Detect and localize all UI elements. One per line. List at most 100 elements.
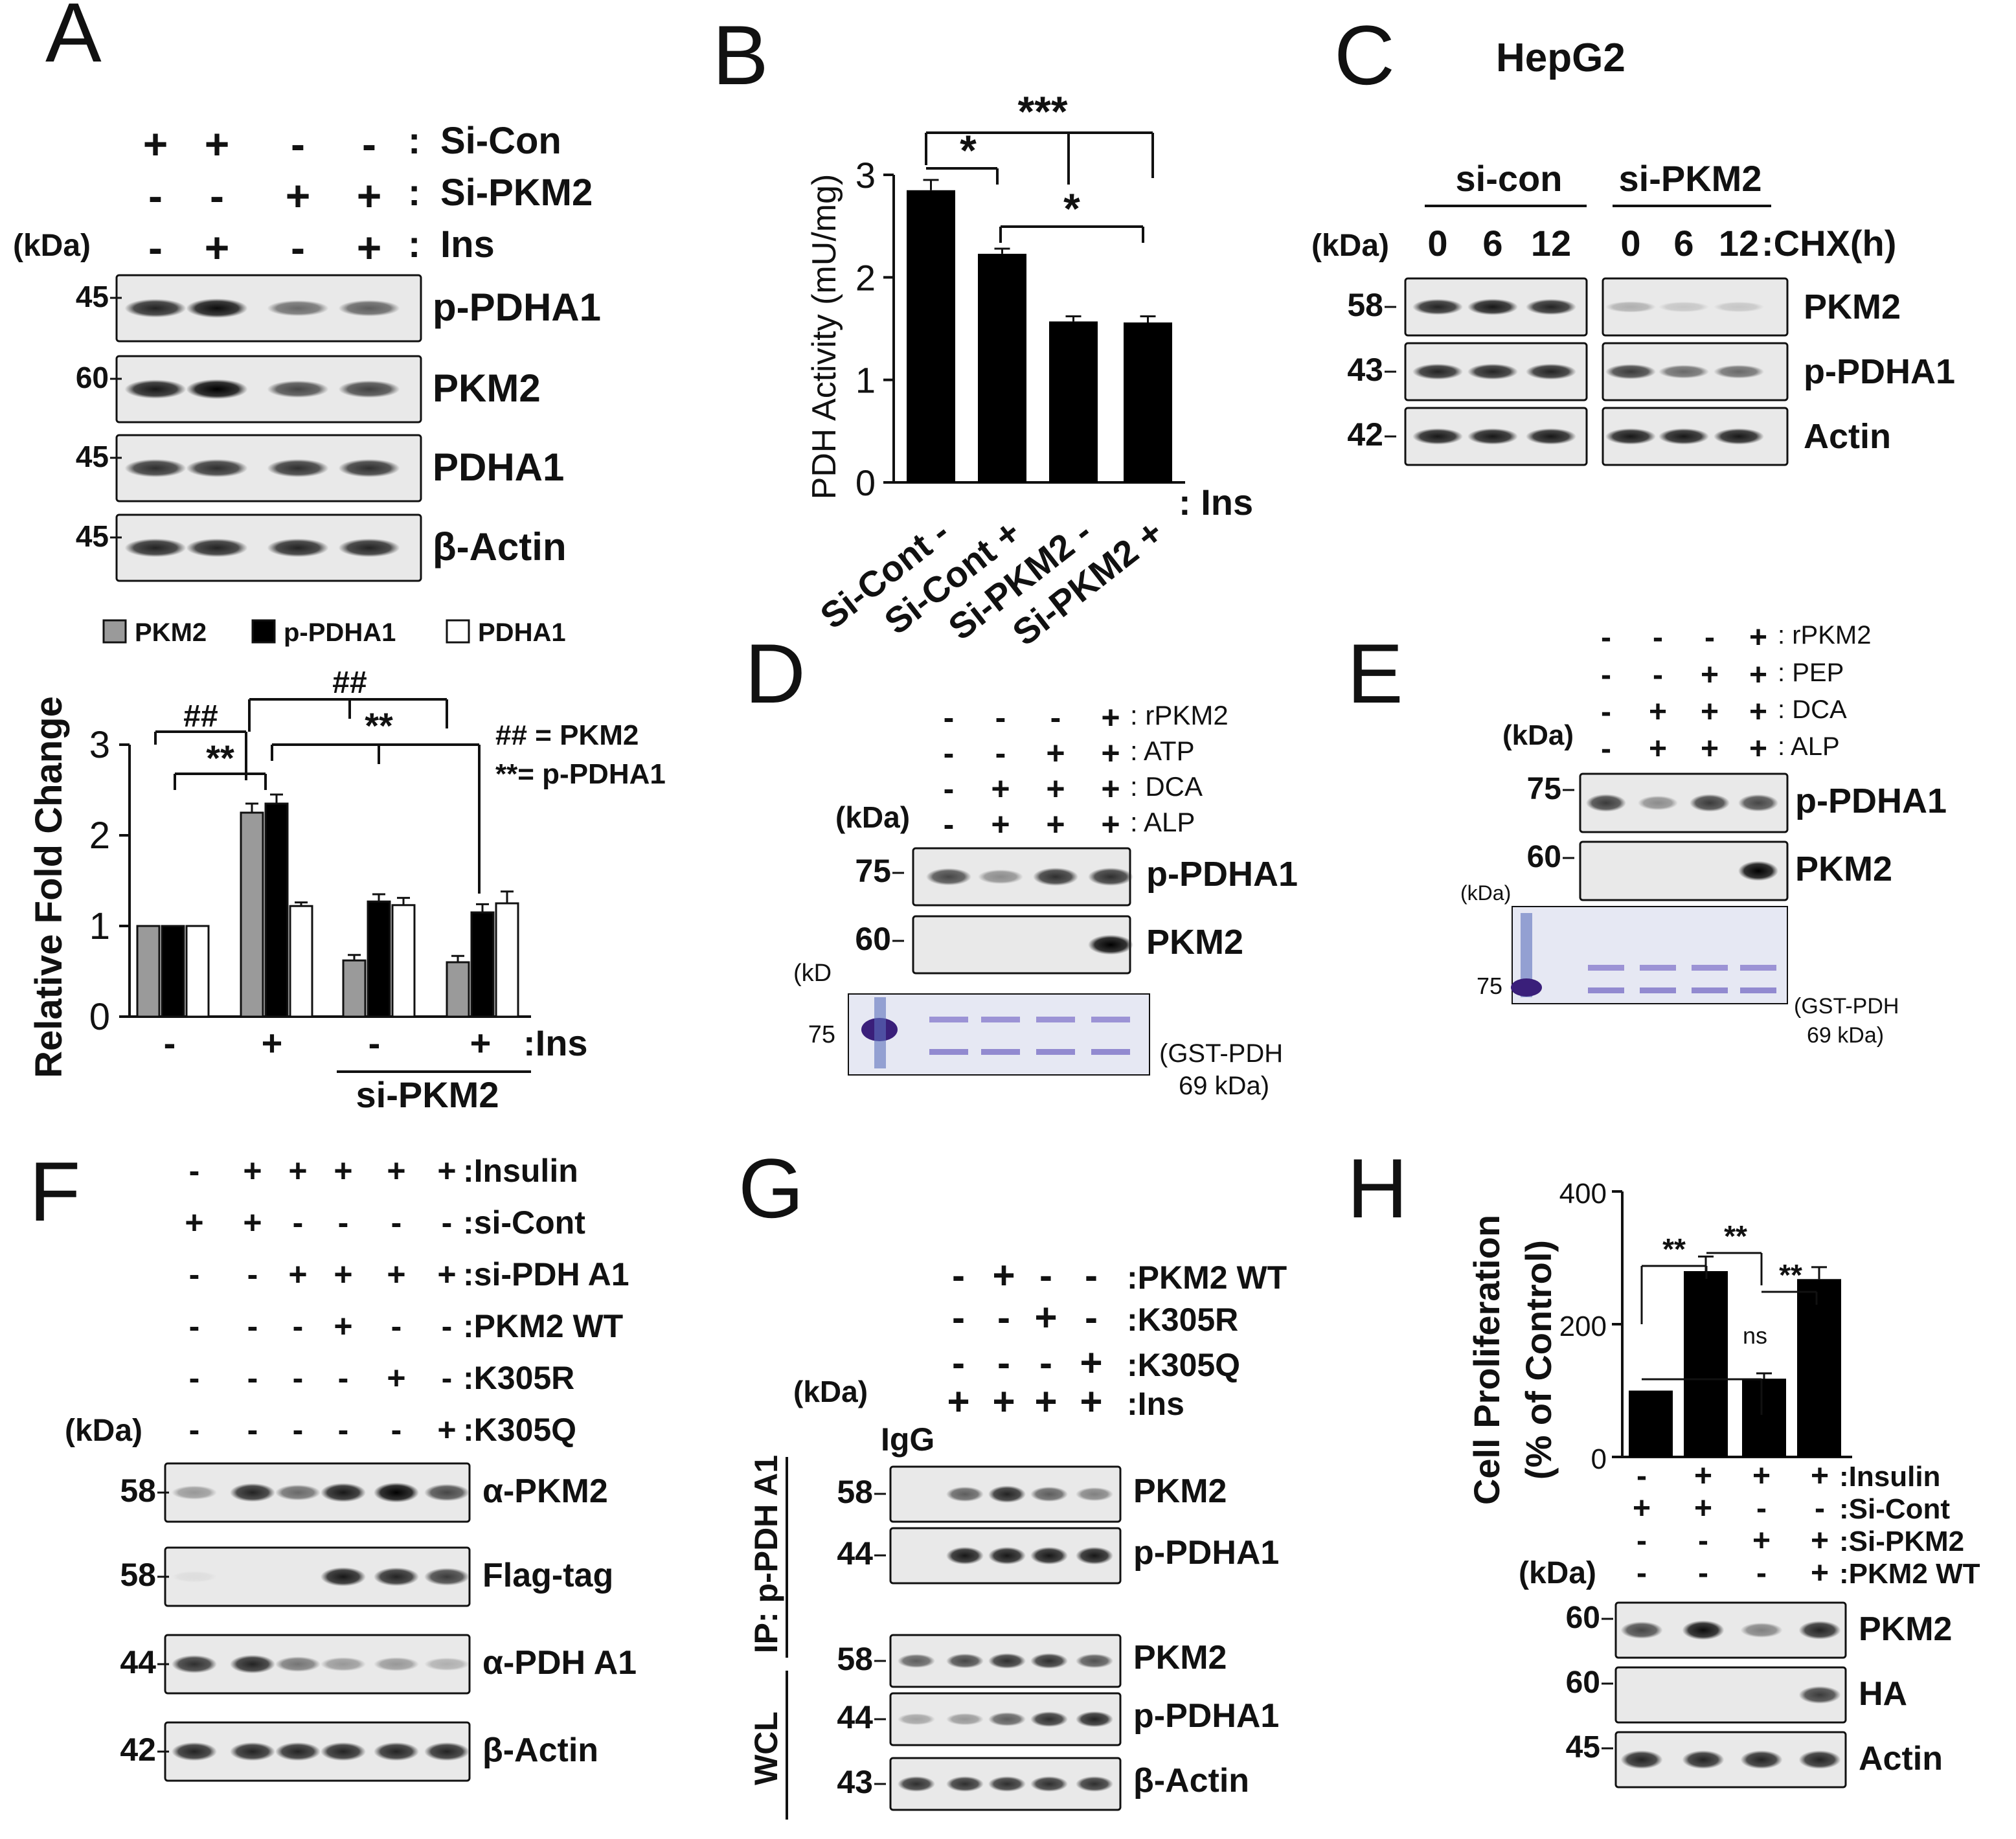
gel-band <box>981 1049 1020 1055</box>
row-colon: : <box>408 223 420 265</box>
condition-sign: - <box>944 806 955 842</box>
row-label: :Insulin <box>463 1153 578 1189</box>
blot-label: p-PDHA1 <box>1795 782 1947 820</box>
panel-label-F: F <box>29 1144 80 1239</box>
condition-sign: - <box>1705 620 1715 655</box>
condition-sign: + <box>243 1204 262 1241</box>
blot-F-2-band <box>230 1654 275 1674</box>
condition-sign: - <box>995 735 1006 771</box>
blot-F-3-band <box>374 1742 419 1761</box>
row-label: : rPKM2 <box>1778 621 1871 649</box>
kda-label: (kDa) <box>835 800 910 834</box>
blot-G-ip-1-band <box>1030 1546 1068 1565</box>
blot-C-right-2-band <box>1714 428 1764 445</box>
condition-sign: - <box>1039 1341 1052 1384</box>
condition-sign: + <box>1649 732 1667 766</box>
condition-sign: - <box>293 1412 304 1448</box>
group-label: si-con <box>1456 158 1563 199</box>
condition-sign: - <box>293 1360 304 1396</box>
condition-sign: - <box>362 120 376 168</box>
time-point: 6 <box>1673 223 1693 264</box>
blot-E-0 <box>1579 773 1789 833</box>
condition-sign: + <box>1694 1491 1712 1526</box>
condition-sign: + <box>1633 1491 1651 1526</box>
condition-sign: - <box>189 1256 200 1292</box>
blot-C-right-0-band <box>1605 301 1656 313</box>
blot-A-1-band <box>338 380 400 398</box>
gel-band <box>929 1049 968 1055</box>
panel-label-G: G <box>738 1141 804 1235</box>
time-point: 0 <box>1427 223 1447 264</box>
molecular-weight-marker: 58 <box>837 1474 873 1510</box>
bar-H <box>1797 1279 1841 1457</box>
gel-mw-marker: 75 <box>808 1021 835 1048</box>
blot-label: PKM2 <box>433 367 541 410</box>
blot-label: PKM2 <box>1795 850 1892 888</box>
condition-sign: - <box>148 172 163 220</box>
condition-sign: - <box>1756 1556 1767 1590</box>
sig-mark: ## <box>183 699 218 734</box>
sig-mark: ns <box>1743 1322 1767 1349</box>
bar-H <box>1684 1271 1728 1457</box>
y-tick-label-A: 1 <box>89 905 110 947</box>
condition-sign: + <box>286 172 311 220</box>
legend-label: PKM2 <box>135 618 207 647</box>
y-tick-label-B: 2 <box>855 257 876 298</box>
blot-A-2-band <box>186 459 248 477</box>
condition-sign: - <box>247 1256 258 1292</box>
condition-sign: - <box>247 1412 258 1448</box>
condition-sign: + <box>288 1256 307 1292</box>
row-label: : ATP <box>1130 736 1195 766</box>
condition-sign: + <box>992 1254 1015 1297</box>
gel-note: (GST-PDH <box>1794 994 1899 1019</box>
condition-sign: - <box>1085 1296 1098 1339</box>
blot-G-wcl-0-band <box>1076 1653 1113 1669</box>
ladder-lane <box>1521 913 1532 997</box>
row-label: :Ins <box>1127 1386 1184 1422</box>
panel-label-A: A <box>45 0 102 80</box>
molecular-weight-marker: 44 <box>120 1644 156 1680</box>
condition-sign: - <box>1637 1459 1647 1493</box>
blot-A-3-band <box>186 538 248 558</box>
blot-A-3-band <box>338 538 400 558</box>
molecular-weight-marker: 58 <box>120 1557 156 1593</box>
condition-sign: + <box>185 1204 203 1241</box>
y-tick-label-H: 0 <box>1591 1443 1607 1475</box>
condition-sign: + <box>991 771 1010 807</box>
condition-sign: - <box>1601 732 1611 766</box>
blot-D-0-band <box>1088 868 1133 886</box>
gel-note: (GST-PDH <box>1159 1039 1283 1068</box>
bar-A-p-PDHA1 <box>264 802 289 1018</box>
category-axis-label: :Ins <box>523 1022 588 1063</box>
condition-sign: - <box>952 1296 965 1339</box>
blot-A-0-band <box>267 300 329 317</box>
blot-label: PKM2 <box>1804 288 1901 326</box>
condition-sign: - <box>1050 699 1061 736</box>
row-colon: : <box>408 120 420 162</box>
y-tick-label-A: 3 <box>89 724 110 766</box>
group-label: si-PKM2 <box>356 1074 499 1115</box>
gel-band <box>1036 1017 1075 1022</box>
molecular-weight-marker: 45 <box>1566 1730 1600 1765</box>
condition-sign: + <box>437 1256 456 1292</box>
bar-A-p-PDHA1 <box>161 925 185 1018</box>
blot-F-2-band <box>275 1656 321 1672</box>
gel-band <box>1036 1049 1075 1055</box>
sig-mark: * <box>1063 185 1080 232</box>
molecular-weight-marker: 60 <box>1527 840 1561 874</box>
blot-F-3-band <box>275 1742 321 1761</box>
condition-sign: + <box>1101 699 1120 736</box>
molecular-weight-marker: 60 <box>1566 1665 1600 1700</box>
condition-sign: - <box>189 1153 200 1189</box>
condition-sign: - <box>442 1308 453 1344</box>
condition-sign: - <box>1601 620 1611 655</box>
row-colon: : <box>408 172 420 214</box>
condition-sign: - <box>944 771 955 807</box>
group-label: si-PKM2 <box>1619 158 1762 199</box>
condition-sign: + <box>387 1256 405 1292</box>
row-label: Ins <box>440 223 495 265</box>
molecular-weight-marker: 75 <box>1527 772 1561 806</box>
category-sign: + <box>262 1022 283 1063</box>
blot-F-2-band <box>172 1655 217 1673</box>
blot-H-0 <box>1614 1601 1847 1659</box>
